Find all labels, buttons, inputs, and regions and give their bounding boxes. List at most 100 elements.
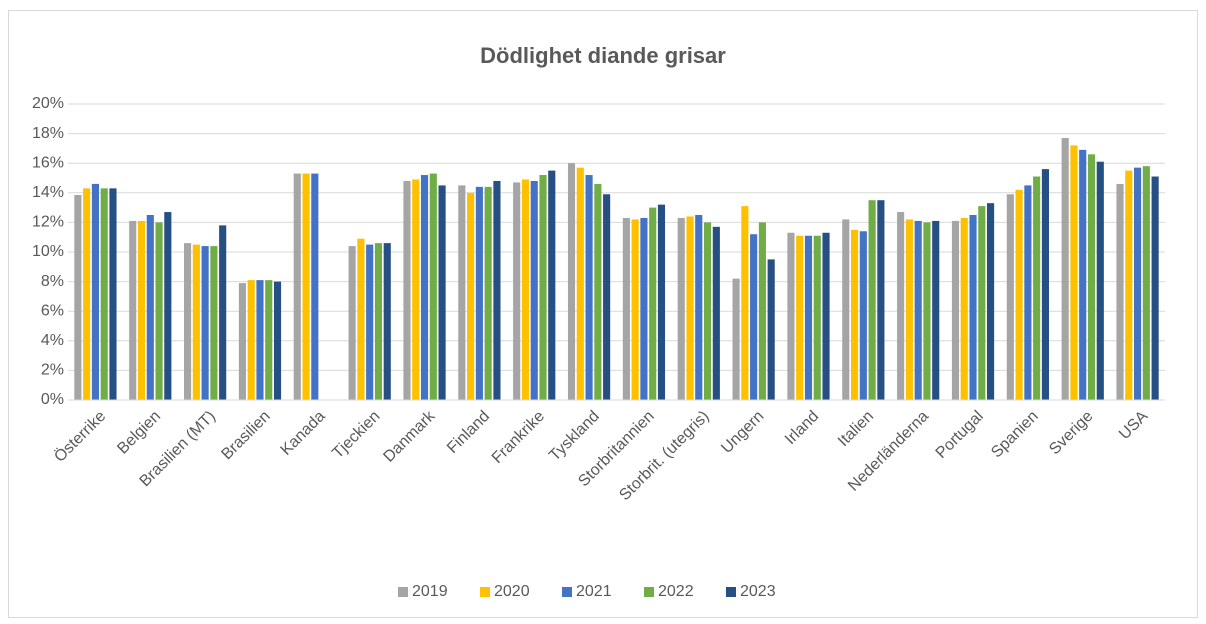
y-tick-label: 2% [41, 362, 64, 379]
bar [201, 246, 209, 400]
bar [247, 280, 255, 400]
bar [1142, 166, 1150, 400]
bar [429, 173, 437, 400]
bar [1079, 149, 1087, 400]
bar [1151, 176, 1159, 400]
bar [129, 220, 137, 400]
bar [576, 167, 584, 400]
bar [1033, 176, 1041, 400]
bar [796, 235, 804, 400]
bar [1006, 194, 1014, 400]
legend-label: 2022 [658, 583, 694, 600]
bar [868, 200, 876, 400]
bar [657, 204, 666, 400]
legend-label: 2023 [740, 583, 776, 600]
bar [631, 219, 639, 400]
bar [686, 216, 694, 400]
y-tick-label: 10% [32, 243, 64, 260]
bar [859, 231, 867, 400]
bar [484, 186, 492, 400]
bar [1096, 161, 1104, 400]
y-tick-label: 0% [41, 391, 64, 408]
bar [969, 215, 977, 400]
bar [822, 232, 830, 400]
bar [458, 185, 466, 400]
bar [1070, 145, 1078, 400]
legend-swatch [726, 587, 736, 597]
bar [293, 173, 301, 400]
bar [703, 222, 712, 400]
bar [1041, 169, 1049, 400]
bar [311, 173, 319, 400]
bar [603, 194, 611, 400]
bar [513, 182, 521, 400]
bar [960, 217, 968, 400]
bar [348, 246, 356, 400]
y-tick-label: 8% [41, 273, 64, 290]
bar [467, 192, 475, 400]
bar [622, 217, 630, 400]
bar [695, 215, 703, 400]
bar [475, 186, 483, 400]
bar [412, 179, 420, 400]
bar [750, 234, 758, 400]
bar [758, 222, 766, 400]
bar [420, 175, 429, 400]
bar [137, 220, 146, 400]
bar [850, 229, 859, 400]
y-tick-label: 6% [41, 302, 64, 319]
bar [877, 200, 885, 400]
y-tick-label: 18% [32, 125, 64, 142]
bar [357, 238, 365, 400]
bar [567, 163, 576, 400]
bar [155, 222, 163, 400]
bar [83, 188, 91, 400]
bar [677, 217, 685, 400]
bar [403, 180, 411, 400]
y-tick-label: 20% [32, 95, 64, 112]
bar [787, 232, 795, 400]
bar [1015, 189, 1023, 400]
bar [932, 220, 940, 400]
bar [741, 206, 749, 400]
legend-label: 2019 [412, 583, 448, 600]
bar [273, 281, 282, 400]
bar [265, 280, 273, 400]
bar [712, 226, 720, 400]
bar [74, 195, 82, 400]
bar [813, 235, 821, 400]
bar [109, 188, 117, 400]
bar [1087, 154, 1096, 400]
bar [1061, 138, 1069, 401]
legend-swatch [480, 587, 490, 597]
bar [521, 179, 530, 400]
bar [897, 212, 905, 400]
bar [594, 183, 602, 400]
bar [842, 219, 850, 400]
bar [192, 244, 200, 400]
bar [184, 243, 192, 400]
bar [219, 225, 227, 400]
legend-label: 2021 [576, 583, 612, 600]
bar [951, 220, 960, 400]
bar [923, 222, 931, 400]
bar [256, 280, 264, 400]
legend-swatch [644, 587, 654, 597]
bar [649, 207, 657, 400]
bar [238, 283, 246, 400]
y-tick-label: 12% [32, 214, 64, 231]
bar [1134, 167, 1142, 400]
bar [530, 180, 538, 400]
bar [732, 278, 740, 400]
bar [905, 219, 913, 400]
bar [374, 243, 383, 400]
bar [210, 246, 218, 400]
bar [978, 206, 986, 400]
bar [1116, 183, 1124, 400]
bar [91, 183, 99, 400]
bar [383, 243, 391, 400]
bar [1024, 185, 1032, 400]
legend-swatch [562, 587, 572, 597]
bar [302, 173, 310, 400]
